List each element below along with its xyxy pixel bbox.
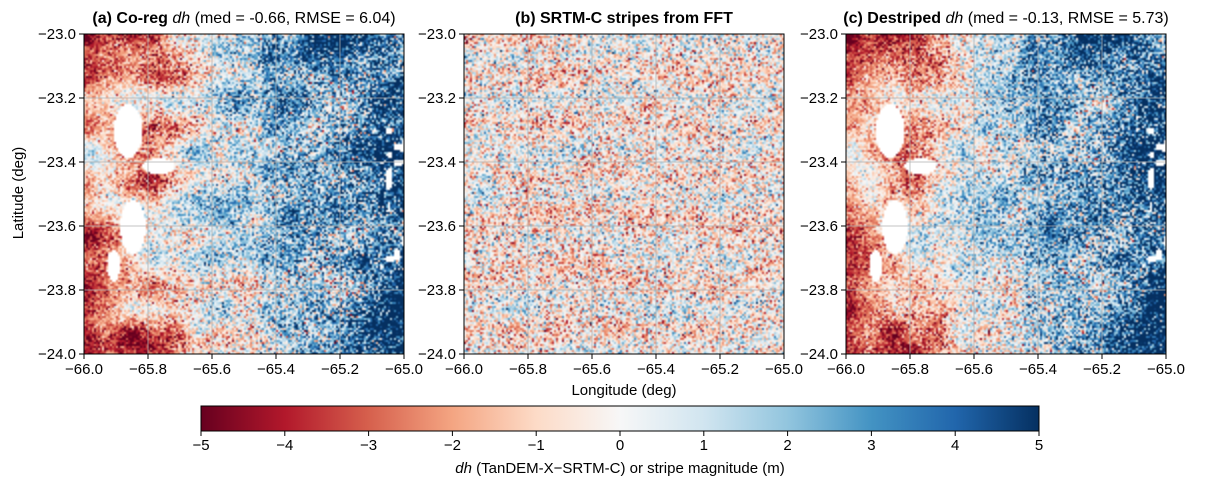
y-tick-label: −23.6 (38, 218, 76, 235)
colorbar-tick-label: −4 (276, 437, 293, 454)
y-tick-label: −23.6 (418, 218, 456, 235)
x-tick-label: −65.4 (637, 361, 675, 378)
plot-frame (463, 33, 785, 355)
panel-a: −66.0 −65.8 −65.6 −65.4 −65.2 −65.0 −23.0 −23.2… (38, 10, 423, 378)
y-tick-label: −23.6 (800, 218, 838, 235)
panel-title-stats: (med = -0.66, RMSE = 6.04) (190, 10, 395, 27)
x-tick-label: −65.4 (1019, 361, 1057, 378)
x-tick-label: −65.8 (129, 361, 167, 378)
panel-title-c: (c) Destriped dh (med = -0.13, RMSE = 5.… (843, 10, 1168, 27)
raster-a (84, 34, 404, 354)
x-tick-label: −66.0 (445, 361, 483, 378)
colorbar-tick-label: −5 (192, 437, 209, 454)
colorbar-label: dh (TanDEM-X−SRTM-C) or stripe magnitude… (455, 460, 784, 477)
colorbar-tick-label: 2 (783, 437, 791, 454)
y-tick-label: −23.4 (418, 154, 456, 171)
y-tick-label: −23.8 (38, 282, 76, 299)
panel-title-stats: (med = -0.13, RMSE = 5.73) (963, 10, 1168, 27)
panel-title-prefix: (a) Co-reg (92, 10, 172, 27)
y-tick-label: −23.2 (418, 90, 456, 107)
colorbar-tick-label: −1 (528, 437, 545, 454)
x-axis-label: Longitude (deg) (571, 382, 676, 399)
y-tick-label: −24.0 (38, 346, 76, 363)
y-tick-label: −24.0 (418, 346, 456, 363)
y-tick-label: −23.4 (800, 154, 838, 171)
panel-c: −66.0 −65.8 −65.6 −65.4 −65.2 −65.0 −23.0 −23.2… (800, 10, 1185, 378)
colorbar: −5 −4 −3 −2 −1 0 1 2 3 4 5 dh (TanDEM-X−SRTM-C) or … (192, 405, 1043, 477)
panel-title-prefix: (b) SRTM-C stripes from FFT (515, 10, 733, 27)
colorbar-tick-label: 0 (616, 437, 624, 454)
plot-frame (83, 33, 405, 355)
panel-title-prefix: (c) Destriped (843, 10, 945, 27)
panel-title-var: dh (946, 10, 964, 27)
panel-title-b: (b) SRTM-C stripes from FFT (515, 10, 733, 27)
panel-title-a: (a) Co-reg dh (med = -0.66, RMSE = 6.04) (92, 10, 395, 27)
y-tick-label: −23.8 (800, 282, 838, 299)
x-tick-label: −65.6 (955, 361, 993, 378)
x-tick-label: −65.8 (891, 361, 929, 378)
y-tick-label: −23.8 (418, 282, 456, 299)
x-tick-label: −65.2 (321, 361, 359, 378)
colorbar-label-rest: (TanDEM-X−SRTM-C) or stripe magnitude (m… (472, 460, 785, 477)
y-tick-label: −23.2 (38, 90, 76, 107)
x-tick-label: −66.0 (827, 361, 865, 378)
x-tick-label: −65.0 (385, 361, 423, 378)
x-tick-label: −65.4 (257, 361, 295, 378)
x-tick-label: −65.0 (765, 361, 803, 378)
raster-b (464, 34, 784, 354)
x-tick-label: −65.2 (1083, 361, 1121, 378)
y-tick-label: −24.0 (800, 346, 838, 363)
colorbar-gradient (200, 405, 1040, 432)
y-tick-label: −23.0 (418, 26, 456, 43)
colorbar-tick-label: 4 (951, 437, 959, 454)
y-axis-label: Latitude (deg) (10, 147, 27, 240)
y-tick-label: −23.4 (38, 154, 76, 171)
x-tick-label: −65.0 (1147, 361, 1185, 378)
colorbar-tick-label: −2 (444, 437, 461, 454)
x-tick-label: −65.2 (701, 361, 739, 378)
colorbar-tick-label: 1 (700, 437, 708, 454)
x-tick-label: −65.8 (509, 361, 547, 378)
raster-c (846, 34, 1166, 354)
colorbar-tick-label: 3 (867, 437, 875, 454)
panels: −66.0 −65.8 −65.6 −65.4 −65.2 −65.0 −23.0 −23.2… (38, 10, 1185, 378)
plot-frame (845, 33, 1167, 355)
panel-b: −66.0 −65.8 −65.6 −65.4 −65.2 −65.0 −23.0 −23.2… (418, 10, 803, 378)
colorbar-tick-label: 5 (1035, 437, 1043, 454)
x-tick-label: −65.6 (573, 361, 611, 378)
y-tick-label: −23.2 (800, 90, 838, 107)
colorbar-tick-label: −3 (360, 437, 377, 454)
colorbar-label-var: dh (455, 460, 472, 477)
y-tick-label: −23.0 (800, 26, 838, 43)
panel-title-var: dh (172, 10, 190, 27)
y-tick-label: −23.0 (38, 26, 76, 43)
x-tick-label: −65.6 (193, 361, 231, 378)
x-tick-label: −66.0 (65, 361, 103, 378)
